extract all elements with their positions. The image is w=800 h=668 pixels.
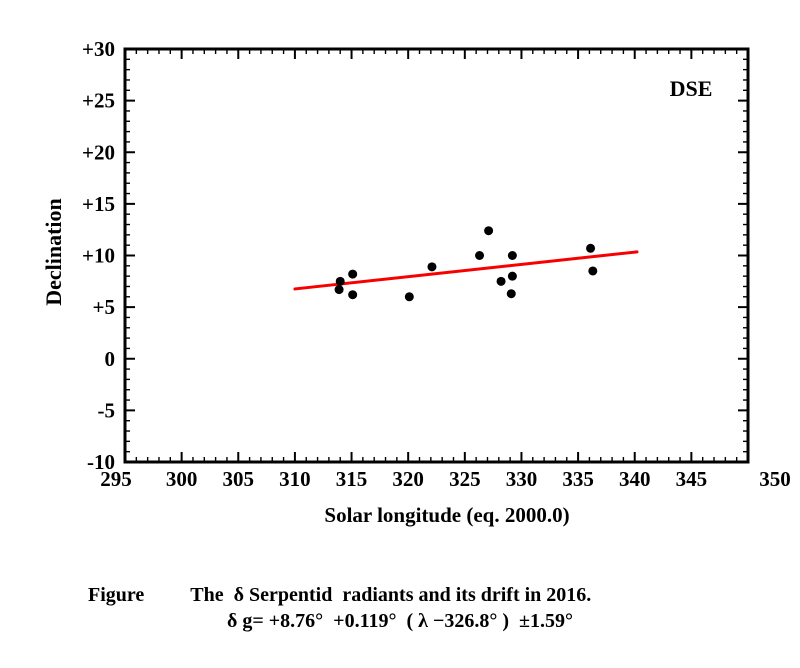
figure-caption: Figure The δ Serpentid radiants and its d… xyxy=(68,561,591,630)
drift-formula: δ g= +8.76° +0.119° ( λ −326.8° ) ±1.59° xyxy=(227,610,573,632)
x-tick-label: 305 xyxy=(223,467,255,491)
y-tick-label: +5 xyxy=(93,295,115,319)
data-point xyxy=(496,276,506,286)
x-tick-label: 345 xyxy=(676,467,708,491)
x-tick-label: 330 xyxy=(506,467,538,491)
data-point xyxy=(586,243,596,253)
caption-prefix: Figure xyxy=(88,584,145,606)
data-point xyxy=(335,276,345,286)
data-point xyxy=(427,262,437,272)
series-label-dse: DSE xyxy=(670,76,713,101)
data-point xyxy=(588,266,598,276)
y-tick-label: 0 xyxy=(105,347,116,371)
x-tick-label: 350 xyxy=(759,467,791,491)
x-axis-title: Solar longitude (eq. 2000.0) xyxy=(324,503,569,527)
data-point xyxy=(348,269,358,279)
trend-line xyxy=(293,250,639,291)
x-tick-label: 300 xyxy=(166,467,198,491)
y-tick-label: -5 xyxy=(98,398,116,422)
y-tick-label: +20 xyxy=(82,140,115,164)
scatter-chart: 295 300 305 310 315 320 325 330 335 340 345 350 -10 -… xyxy=(41,37,791,527)
x-tick-label: 295 xyxy=(100,467,132,491)
data-point xyxy=(334,285,344,295)
x-tick-label: 340 xyxy=(619,467,651,491)
y-tick-label: +15 xyxy=(82,192,115,216)
plot-border xyxy=(123,47,750,464)
data-point xyxy=(507,251,517,260)
data-point xyxy=(506,289,516,299)
data-point xyxy=(348,290,358,300)
y-axis-title: Declination xyxy=(41,198,66,306)
y-tick-label: -10 xyxy=(87,450,115,474)
x-tick-label: 335 xyxy=(562,467,594,491)
caption-text: The δ Serpentid radiants and its drift i… xyxy=(190,584,592,606)
y-tick-label: +30 xyxy=(82,37,115,61)
x-tick-label: 325 xyxy=(449,467,481,491)
data-point xyxy=(475,251,485,260)
data-point xyxy=(484,226,494,236)
x-tick-label: 320 xyxy=(392,467,424,491)
y-tick-label: +25 xyxy=(82,89,115,113)
data-point xyxy=(404,292,414,302)
y-tick-label: +10 xyxy=(82,244,115,268)
data-point xyxy=(507,271,517,281)
x-tick-label: 315 xyxy=(336,467,368,491)
x-tick-label: 310 xyxy=(279,467,311,491)
